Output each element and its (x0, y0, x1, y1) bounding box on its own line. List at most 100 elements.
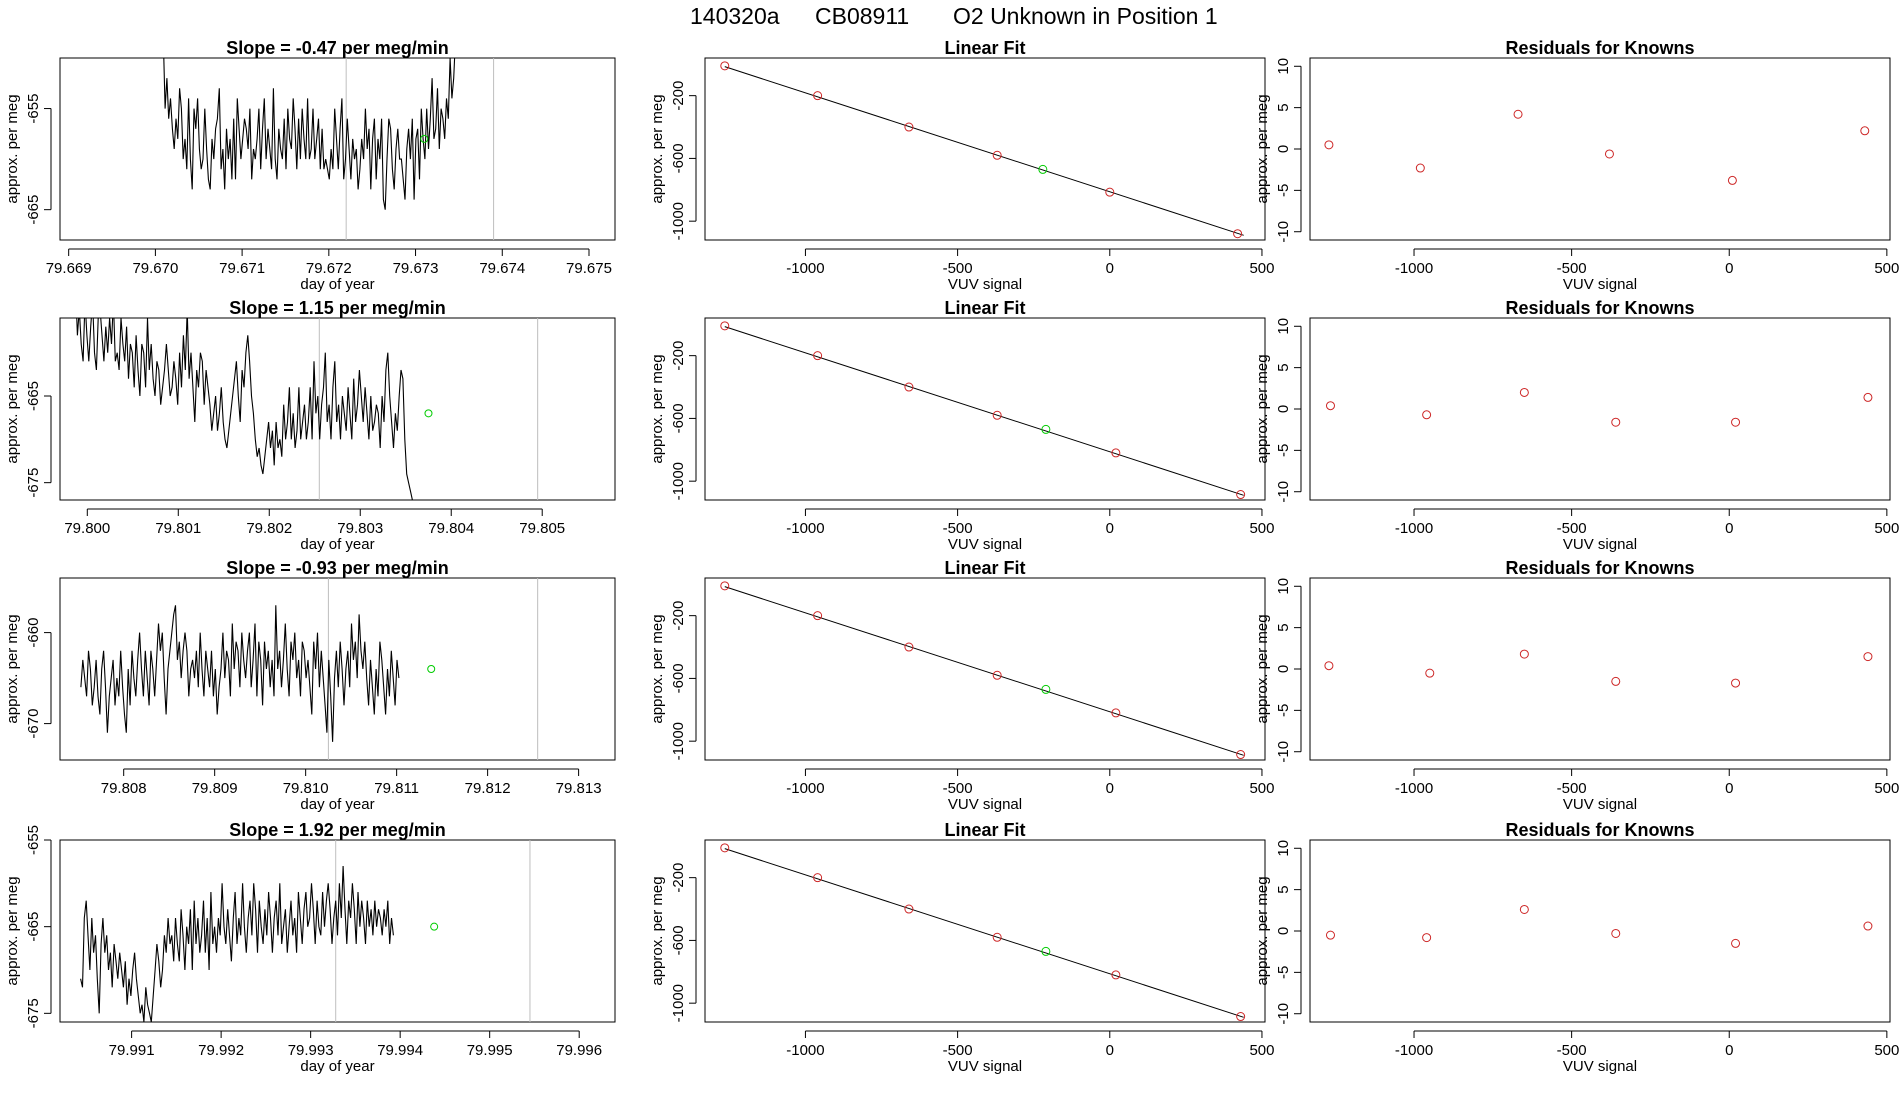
y-tick-label: -600 (670, 663, 687, 693)
x-tick-label: 79.672 (306, 260, 352, 277)
x-tick-label: 79.810 (283, 780, 329, 797)
panel-title: Residuals for Knowns (1505, 298, 1694, 318)
y-tick-label: -1000 (670, 722, 687, 760)
y-axis-label: approx. per meg (1254, 94, 1271, 203)
known-point (1731, 417, 1741, 427)
x-tick-label: 79.992 (198, 1042, 244, 1059)
known-point (1111, 448, 1121, 458)
y-tick-label: -1000 (670, 984, 687, 1022)
y-tick-label: 10 (1275, 578, 1292, 595)
y-axis-label: approx. per meg (4, 94, 21, 203)
panel-title: Slope = 1.15 per meg/min (229, 298, 446, 318)
x-tick-label: 79.993 (288, 1042, 334, 1059)
x-tick-label: 0 (1725, 780, 1733, 797)
y-axis-label: approx. per meg (4, 876, 21, 985)
unknown-marker-point (420, 134, 429, 143)
known-point (992, 150, 1002, 160)
panel-3-3: Residuals for Knowns -1000 -500 0 500 VUV sig… (1254, 558, 1899, 813)
y-tick-label: -1000 (670, 202, 687, 240)
y-axis-label: approx. per meg (649, 354, 666, 463)
fit-line (724, 66, 1244, 236)
y-tick-label: 10 (1275, 58, 1292, 75)
known-point (904, 904, 914, 914)
x-tick-label: 79.669 (46, 260, 92, 277)
unknown-point (1041, 424, 1051, 434)
x-tick-label: 500 (1874, 1042, 1899, 1059)
y-tick-label: 5 (1275, 103, 1292, 111)
x-tick-label: -500 (943, 780, 973, 797)
known-point (720, 843, 730, 853)
known-point (720, 321, 730, 331)
y-tick-label: -200 (670, 81, 687, 111)
plot-frame (1309, 57, 1891, 241)
panel-4-3: Residuals for Knowns -1000 -500 0 500 VUV sig… (1254, 820, 1899, 1075)
x-tick-label: -1000 (1395, 780, 1433, 797)
y-tick-label: -200 (670, 601, 687, 631)
x-tick-label: 0 (1106, 780, 1114, 797)
panel-4-1: Slope = 1.92 per meg/min 79.991 79.992 79.9… (4, 820, 616, 1075)
unknown-marker-point (424, 409, 433, 418)
known-point (1325, 930, 1335, 940)
y-tick-label: -5 (1275, 184, 1292, 197)
x-tick-label: 500 (1874, 780, 1899, 797)
panel-1-1: Slope = -0.47 per meg/min 79.669 79.670 79.… (4, 38, 616, 293)
panel-1-3: Residuals for Knowns -1000 -500 0 500 VUV sig… (1254, 38, 1899, 293)
x-tick-label: 500 (1249, 780, 1274, 797)
y-tick-label: -200 (670, 863, 687, 893)
x-tick-label: 79.808 (101, 780, 147, 797)
panel-title: Slope = -0.93 per meg/min (226, 558, 449, 578)
known-point (1731, 938, 1741, 948)
x-tick-label: -1000 (786, 520, 824, 537)
y-tick-label: 5 (1275, 363, 1292, 371)
known-point (1105, 187, 1115, 197)
known-point (1111, 708, 1121, 718)
x-tick-label: -500 (943, 1042, 973, 1059)
known-point (1863, 921, 1873, 931)
y-tick-label: -10 (1275, 741, 1292, 763)
panel-title: Linear Fit (944, 38, 1025, 58)
x-axis-label: VUV signal (948, 276, 1022, 293)
known-point (813, 91, 823, 101)
panel-title: Residuals for Knowns (1505, 38, 1694, 58)
known-point (904, 382, 914, 392)
x-tick-label: 79.811 (374, 780, 419, 797)
known-point (1863, 392, 1873, 402)
plot-frame (1309, 317, 1891, 501)
y-tick-label: 5 (1275, 623, 1292, 631)
y-tick-label: -5 (1275, 966, 1292, 979)
known-point (1727, 175, 1737, 185)
y-tick-label: -660 (25, 618, 42, 648)
panel-3-2: Linear Fit -1000 -500 0 500 VUV signal -1000 -6… (649, 558, 1274, 813)
panel-title: Slope = 1.92 per meg/min (229, 820, 446, 840)
y-tick-label: 10 (1275, 840, 1292, 857)
known-point (813, 351, 823, 361)
known-point (813, 873, 823, 883)
plot-frame (59, 57, 616, 241)
x-tick-label: 79.809 (192, 780, 238, 797)
plot-area (1325, 904, 1873, 948)
x-tick-label: 0 (1106, 520, 1114, 537)
panel-title: Linear Fit (944, 558, 1025, 578)
y-axis-label: approx. per meg (4, 614, 21, 723)
x-tick-label: -1000 (786, 780, 824, 797)
fit-line (724, 326, 1244, 496)
plot-area (1324, 109, 1870, 185)
plot-frame (704, 57, 1266, 241)
plot-area (1324, 649, 1873, 688)
plot-frame (59, 839, 616, 1023)
plot-frame (704, 317, 1266, 501)
known-point (1519, 387, 1529, 397)
y-tick-label: -655 (25, 94, 42, 124)
series-line-trace (163, 58, 456, 210)
known-point (813, 611, 823, 621)
x-tick-label: 500 (1249, 520, 1274, 537)
x-tick-label: -500 (1557, 780, 1587, 797)
supertitle-description: O2 Unknown in Position 1 (953, 3, 1218, 29)
y-tick-label: -600 (670, 925, 687, 955)
y-tick-label: -655 (25, 825, 42, 855)
x-tick-label: 79.802 (246, 520, 292, 537)
x-axis-label: VUV signal (1563, 1058, 1637, 1075)
y-axis-label: approx. per meg (649, 876, 666, 985)
x-tick-label: 79.995 (467, 1042, 513, 1059)
plot-area (720, 581, 1246, 760)
